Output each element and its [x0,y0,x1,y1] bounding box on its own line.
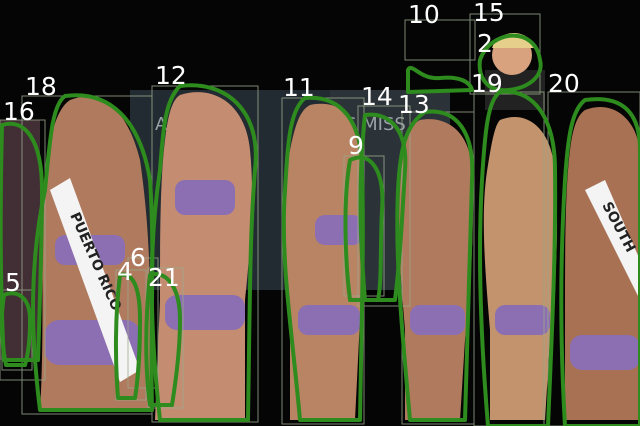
label-6: 6 [130,243,146,272]
bikini-center-bottom [298,305,360,335]
mask-20 [559,97,640,426]
bbox-16 [0,119,46,381]
figure-center-right [397,119,473,420]
mask-14 [358,112,408,302]
label-11: 11 [283,73,315,102]
label-21: 21 [148,263,180,292]
bbox-10 [404,19,476,61]
mask-4 [113,272,142,400]
bikini-center-right-bottom [410,305,465,335]
label-13: 13 [398,90,430,119]
label-14: 14 [361,82,393,111]
mask-16 [0,121,44,362]
mask-13 [395,109,475,422]
label-9: 9 [348,131,364,160]
label-20: 20 [548,69,580,98]
bikini-right-bottom [495,305,550,335]
label-12: 12 [155,61,187,90]
label-18: 18 [25,72,57,101]
figure-center-left [155,92,253,420]
label-15: 15 [473,0,505,27]
label-4: 4 [117,257,133,286]
bikini-far-right-bottom [570,335,640,370]
mask-10 [406,66,474,94]
mask-18 [31,93,155,412]
figure-right [483,117,558,420]
mask-15 [477,33,543,93]
label-2: 2 [477,29,493,58]
bikini-center-top [315,215,363,245]
mask-9 [343,155,385,302]
bikini-center-left-bottom [165,295,245,330]
bbox-6 [127,257,159,389]
label-10: 10 [408,0,440,29]
bbox-20 [547,91,640,426]
label-19: 19 [471,69,503,98]
label-5: 5 [5,268,21,297]
bikini-center-left-top [175,180,235,215]
mask-12 [149,83,258,422]
label-16: 16 [3,97,35,126]
sash-right-band [585,180,640,300]
mask-21 [144,272,182,407]
bbox-14 [357,105,411,307]
